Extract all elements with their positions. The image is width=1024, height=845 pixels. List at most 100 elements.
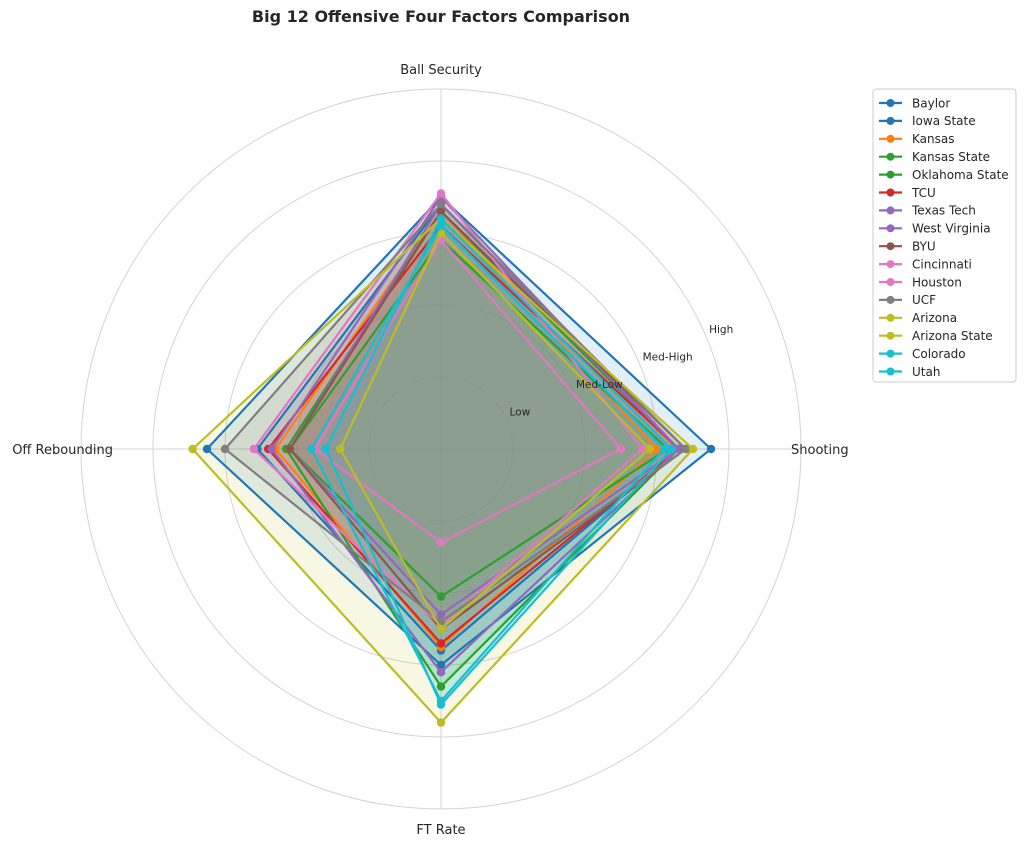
legend-label: Colorado [912,347,966,361]
legend-label: BYU [912,240,936,254]
legend-swatch-marker [886,331,895,340]
point-tcu-ft-rate [436,639,446,648]
point-kansas-state-ft-rate [436,592,446,601]
legend-swatch-marker [886,134,895,143]
legend-label: Baylor [912,96,950,110]
point-baylor-shooting [706,444,716,454]
legend-swatch-marker [886,349,895,358]
series-fill-utah [311,225,665,702]
series-fill-kansas-state [289,240,668,597]
legend-label: Cincinnati [912,257,972,271]
legend-swatch-marker [886,295,895,304]
legend-item-oklahoma-state: Oklahoma State [879,168,1009,182]
series-fill-iowa-state [257,204,679,651]
legend-label: Oklahoma State [912,168,1009,182]
ring-label-high: High [709,324,733,336]
point-utah-ft-rate [436,696,446,706]
legend-label: Iowa State [912,114,976,128]
point-baylor-ft-rate [436,660,446,670]
series-layer [188,189,716,727]
axis-label-ft-rate: FT Rate [416,823,465,838]
point-ucf-shooting [681,444,690,454]
legend-item-kansas: Kansas [879,132,954,146]
point-byu-ball-security [436,207,446,216]
point-cincinnati-ball-security [436,189,446,198]
legend-label: Houston [912,275,962,289]
legend-swatch-marker [886,188,895,197]
point-colorado-ball-security [436,214,446,223]
legend-swatch-marker [886,206,895,215]
point-houston-ft-rate [436,538,446,547]
axis-label-ball-security: Ball Security [400,63,482,78]
point-west-virginia-ft-rate [436,610,446,619]
point-ucf-ball-security [436,200,446,209]
point-cincinnati-off-rebounding [249,444,258,454]
legend-swatch-marker [886,242,895,251]
legend-item-ucf: UCF [879,293,936,307]
axis-label-shooting: Shooting [791,443,849,458]
point-arizona-shooting [688,444,698,454]
series-fill-west-virginia [289,204,679,615]
legend-label: Arizona [912,311,957,325]
legend-swatch-marker [886,224,895,233]
chart-title: Big 12 Offensive Four Factors Comparison [252,7,630,26]
legend-label: UCF [912,293,936,307]
legend-swatch-marker [886,278,895,286]
legend-swatch-marker [886,170,895,179]
legend-swatch-marker [886,260,895,269]
series-fill-houston [315,240,621,543]
legend-item-houston: Houston [879,275,962,289]
axis-labels: Shooting Ball Security Off Rebounding FT Ra… [12,63,848,838]
point-kansas-shooting [652,444,662,454]
point-ucf-off-rebounding [220,444,230,454]
legend-label: Utah [912,365,940,379]
axis-label-off-rebounding: Off Rebounding [12,443,113,458]
point-byu-off-rebounding [285,444,294,454]
legend-label: Kansas State [912,150,990,164]
legend-item-arizona-state: Arizona State [879,329,993,343]
legend-item-byu: BYU [879,240,936,254]
point-colorado-shooting [667,444,676,454]
point-arizona-ft-rate [436,718,446,727]
legend-item-tcu: TCU [879,186,936,200]
legend-swatch-marker [886,313,895,322]
point-texas-tech-off-rebounding [267,444,276,454]
legend-label: Arizona State [912,329,993,343]
legend-item-kansas-state: Kansas State [879,150,990,164]
legend-swatch-marker [886,116,895,125]
point-cincinnati-shooting [638,444,647,454]
legend-label: Texas Tech [911,204,976,218]
legend-item-colorado: Colorado [879,347,966,361]
legend-item-cincinnati: Cincinnati [879,257,972,271]
ring-label-low: Low [510,406,531,418]
point-colorado-off-rebounding [321,444,330,454]
point-west-virginia-shooting [674,444,683,454]
point-houston-shooting [616,444,626,454]
legend-item-texas-tech: Texas Tech [879,204,976,218]
legend-label: West Virginia [912,222,991,236]
legend-item-utah: Utah [879,365,940,379]
legend-label: Kansas [912,132,954,146]
legend-frame [872,88,1017,383]
legend-item-iowa-state: Iowa State [879,114,976,128]
point-utah-ball-security [436,221,446,230]
legend-item-arizona: Arizona [879,311,957,325]
legend-swatch-marker [886,152,895,161]
ring-label-med-high: Med-High [643,351,693,363]
ring-label-med-low: Med-Low [576,379,623,391]
point-utah-off-rebounding [307,444,316,454]
legend-swatch-marker [886,367,895,376]
point-arizona-state-off-rebounding [336,444,345,454]
point-baylor-off-rebounding [202,444,212,454]
series-lines [188,189,716,727]
legend: Baylor Iowa State Kansas Kansas State Oklaho… [872,88,1017,383]
legend-label: TCU [911,186,936,200]
point-utah-shooting [660,444,669,454]
legend-item-baylor: Baylor [879,96,950,110]
legend-item-west-virginia: West Virginia [879,222,991,236]
point-arizona-state-ft-rate [436,624,446,634]
series-fill-arizona-state [340,233,650,629]
point-texas-tech-ft-rate [436,668,446,677]
point-arizona-state-shooting [645,444,654,454]
